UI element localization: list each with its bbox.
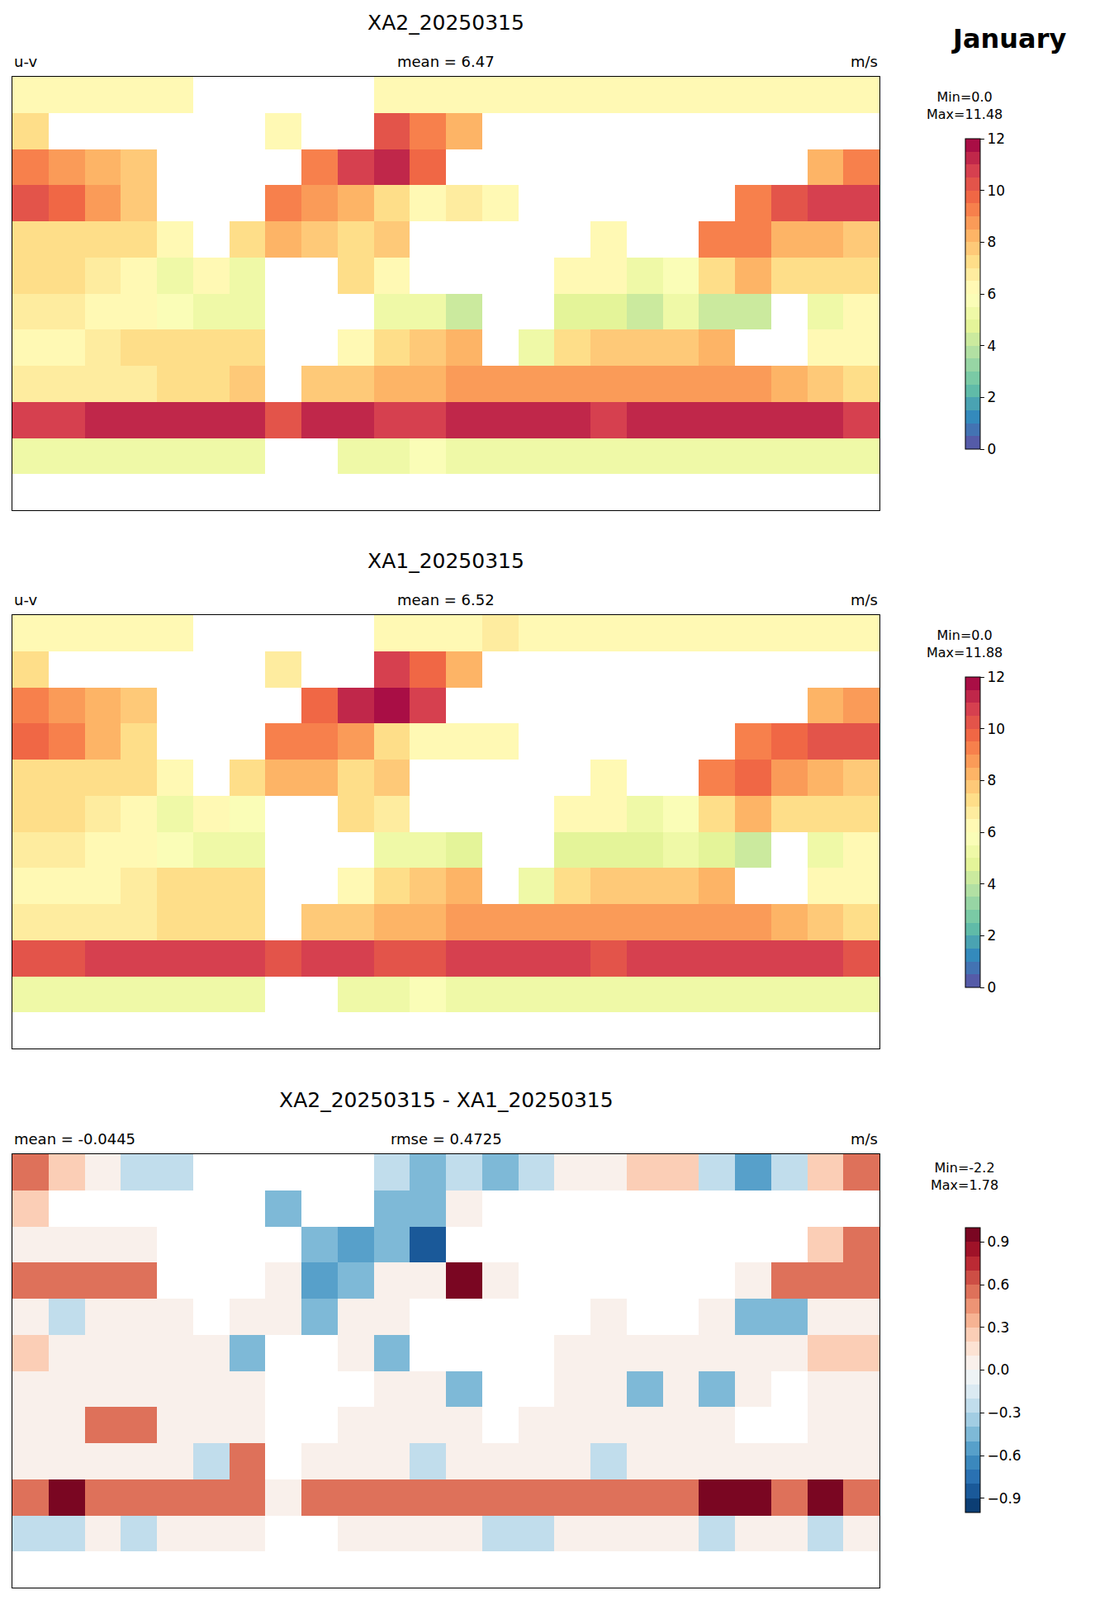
svg-text:January: January [951,23,1067,55]
svg-text:u-v: u-v [14,52,38,71]
svg-text:mean = 6.47: mean = 6.47 [397,52,495,71]
svg-text:mean = -0.0445: mean = -0.0445 [14,1130,136,1148]
svg-text:0.3: 0.3 [986,1319,1010,1337]
svg-text:6: 6 [986,285,996,303]
svg-text:mean = 6.52: mean = 6.52 [397,591,495,609]
svg-text:−0.3: −0.3 [986,1404,1021,1422]
svg-text:12: 12 [986,668,1005,686]
svg-text:12: 12 [986,130,1005,147]
svg-text:8: 8 [986,772,996,789]
svg-text:Min=-2.2Max=1.78: Min=-2.2Max=1.78 [930,1160,999,1194]
svg-text:4: 4 [986,876,996,893]
svg-text:−0.9: −0.9 [986,1490,1021,1508]
svg-text:m/s: m/s [850,1130,878,1148]
svg-text:2: 2 [986,927,996,944]
svg-text:8: 8 [986,233,996,251]
svg-text:XA1_20250315: XA1_20250315 [367,549,525,574]
svg-text:Min=0.0Max=11.88: Min=0.0Max=11.88 [926,627,1003,661]
svg-text:u-v: u-v [14,591,38,609]
svg-text:m/s: m/s [850,591,878,609]
svg-text:0: 0 [986,979,996,996]
svg-text:2: 2 [986,388,996,406]
svg-text:0.9: 0.9 [986,1233,1010,1251]
svg-text:10: 10 [986,720,1005,738]
svg-text:Min=0.0Max=11.48: Min=0.0Max=11.48 [926,89,1003,123]
svg-text:6: 6 [986,824,996,841]
svg-text:0: 0 [986,440,996,458]
svg-text:m/s: m/s [850,52,878,71]
svg-text:0.6: 0.6 [986,1276,1010,1294]
svg-text:10: 10 [986,182,1005,200]
svg-text:−0.6: −0.6 [986,1447,1021,1465]
svg-text:XA2_20250315 - XA1_20250315: XA2_20250315 - XA1_20250315 [279,1088,614,1113]
svg-text:rmse = 0.4725: rmse = 0.4725 [390,1130,503,1148]
svg-text:XA2_20250315: XA2_20250315 [367,10,525,35]
svg-text:4: 4 [986,337,996,355]
svg-text:0.0: 0.0 [986,1361,1010,1379]
